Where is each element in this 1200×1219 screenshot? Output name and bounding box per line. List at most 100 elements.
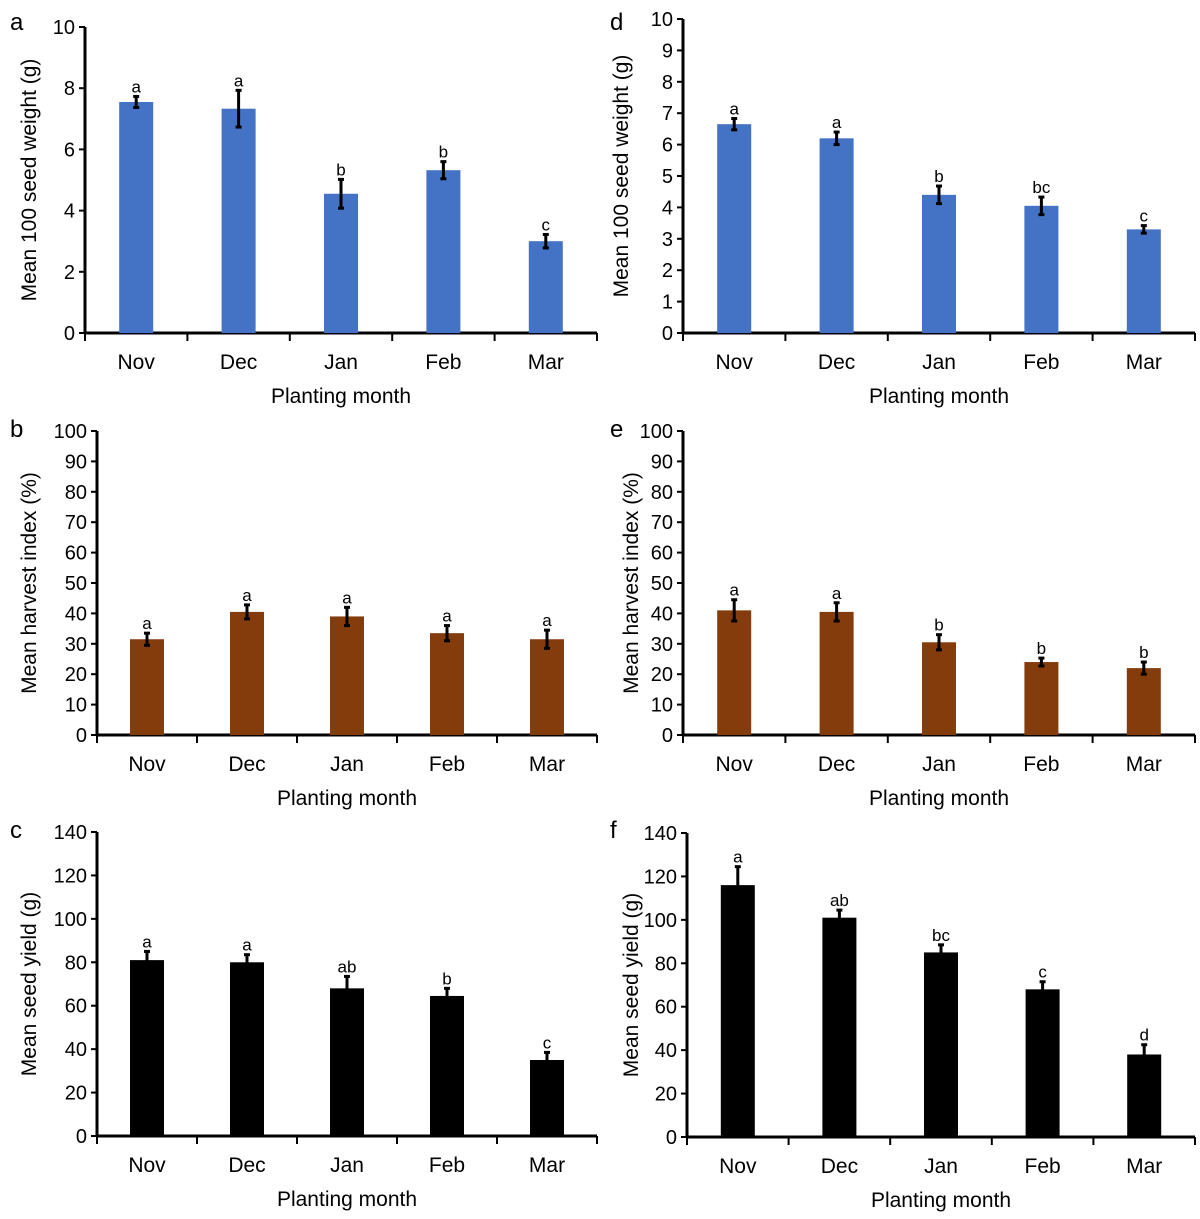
y-tick-label: 80 [651, 482, 673, 504]
significance-letter: a [729, 100, 739, 119]
significance-letter: b [934, 616, 943, 635]
y-tick-label: 1 [662, 292, 673, 314]
x-tick-label: Dec [220, 351, 257, 374]
significance-letter: bc [932, 926, 950, 945]
significance-letter: a [242, 586, 252, 605]
x-tick-label: Feb [429, 1154, 465, 1177]
y-tick-label: 5 [662, 166, 673, 188]
x-tick-label: Mar [1126, 753, 1162, 776]
y-tick-label: 20 [651, 664, 673, 686]
y-tick-label: 100 [54, 909, 87, 931]
significance-letter: a [142, 932, 152, 951]
significance-letter: bc [1032, 178, 1050, 197]
bar-feb [1024, 205, 1059, 333]
x-tick-label: Jan [324, 351, 358, 374]
x-tick-label: Mar [528, 351, 564, 374]
x-tick-label: Dec [228, 753, 265, 776]
bar-jan [324, 193, 358, 333]
bar-nov [130, 960, 164, 1136]
x-tick-label: Jan [922, 351, 956, 374]
significance-letter: ab [830, 891, 849, 910]
y-tick-label: 80 [655, 953, 677, 975]
y-tick-label: 0 [662, 725, 673, 747]
x-tick-label: Jan [924, 1155, 958, 1178]
y-axis-title: Mean harvest index (%) [620, 472, 643, 694]
x-axis-title: Planting month [869, 787, 1009, 810]
bar-nov [720, 885, 755, 1137]
bar-dec [230, 962, 264, 1136]
y-tick-label: 20 [65, 1083, 87, 1105]
y-tick-label: 90 [65, 451, 87, 473]
significance-letter: a [242, 936, 252, 955]
x-tick-label: Nov [719, 1155, 757, 1178]
y-tick-label: 30 [65, 634, 87, 656]
y-axis-title: Mean seed yield (g) [620, 893, 643, 1077]
bar-dec [819, 611, 854, 735]
y-tick-label: 140 [54, 822, 87, 844]
x-axis-title: Planting month [271, 385, 411, 408]
y-tick-label: 0 [662, 323, 673, 345]
y-tick-label: 40 [651, 603, 673, 625]
y-tick-label: 90 [651, 451, 673, 473]
y-axis-title: Mean seed yield (g) [18, 892, 41, 1076]
bar-mar [528, 241, 563, 333]
x-tick-label: Feb [1023, 753, 1059, 776]
significance-letter: a [729, 581, 739, 600]
y-tick-label: 40 [65, 603, 87, 625]
bar-jan [922, 194, 956, 333]
significance-letter: c [1140, 207, 1149, 226]
y-tick-label: 10 [65, 695, 87, 717]
x-axis-title: Planting month [277, 1188, 417, 1211]
y-axis-title: Mean 100 seed weight (g) [610, 55, 633, 298]
y-tick-label: 20 [655, 1084, 677, 1106]
y-tick-label: 70 [651, 512, 673, 534]
y-tick-label: 10 [651, 9, 673, 31]
y-tick-label: 0 [666, 1127, 677, 1149]
y-tick-label: 50 [65, 573, 87, 595]
bar-jan [922, 642, 956, 735]
y-tick-label: 7 [662, 103, 673, 125]
significance-letter: b [336, 160, 345, 179]
y-tick-label: 20 [65, 664, 87, 686]
bar-jan [924, 952, 958, 1137]
y-tick-label: 30 [651, 634, 673, 656]
y-tick-label: 0 [64, 323, 75, 345]
significance-letter: a [832, 113, 842, 132]
y-tick-label: 100 [54, 421, 87, 443]
y-tick-label: 40 [655, 1040, 677, 1062]
panel-label: b [10, 416, 23, 443]
y-tick-label: 0 [76, 1126, 87, 1148]
x-tick-label: Dec [821, 1155, 858, 1178]
y-tick-label: 4 [64, 201, 75, 223]
significance-letter: c [1038, 963, 1047, 982]
panel-label: d [610, 9, 623, 36]
y-tick-label: 140 [644, 823, 677, 845]
significance-letter: b [1037, 639, 1046, 658]
y-tick-label: 60 [65, 543, 87, 565]
panel-d: d 0 1 2 3 4 5 6 7 8 9 10 a Nov a Dec b Jan bc Feb c Mar Planti… [610, 9, 1196, 408]
y-tick-label: 10 [53, 17, 75, 39]
significance-letter: b [934, 167, 943, 186]
x-tick-label: Mar [1126, 351, 1162, 374]
bar-jan [330, 988, 364, 1136]
bar-mar [1126, 229, 1161, 333]
significance-letter: a [442, 607, 452, 626]
x-axis-title: Planting month [869, 385, 1009, 408]
x-tick-label: Jan [922, 753, 956, 776]
significance-letter: b [439, 143, 448, 162]
x-tick-label: Nov [128, 1154, 166, 1177]
x-tick-label: Feb [1023, 351, 1059, 374]
panel-c: c 0 20 40 60 80 100 120 140 a Nov a Dec ab Jan b Feb c Mar… [10, 817, 598, 1211]
y-tick-label: 50 [651, 573, 673, 595]
y-tick-label: 120 [54, 865, 87, 887]
bar-feb [426, 170, 461, 333]
y-tick-label: 3 [662, 229, 673, 251]
significance-letter: d [1139, 1026, 1148, 1045]
bar-mar [1127, 1054, 1162, 1137]
significance-letter: a [832, 584, 842, 603]
x-tick-label: Jan [330, 1154, 364, 1177]
bar-nov [119, 101, 154, 333]
y-tick-label: 4 [662, 197, 673, 219]
x-tick-label: Jan [330, 753, 364, 776]
